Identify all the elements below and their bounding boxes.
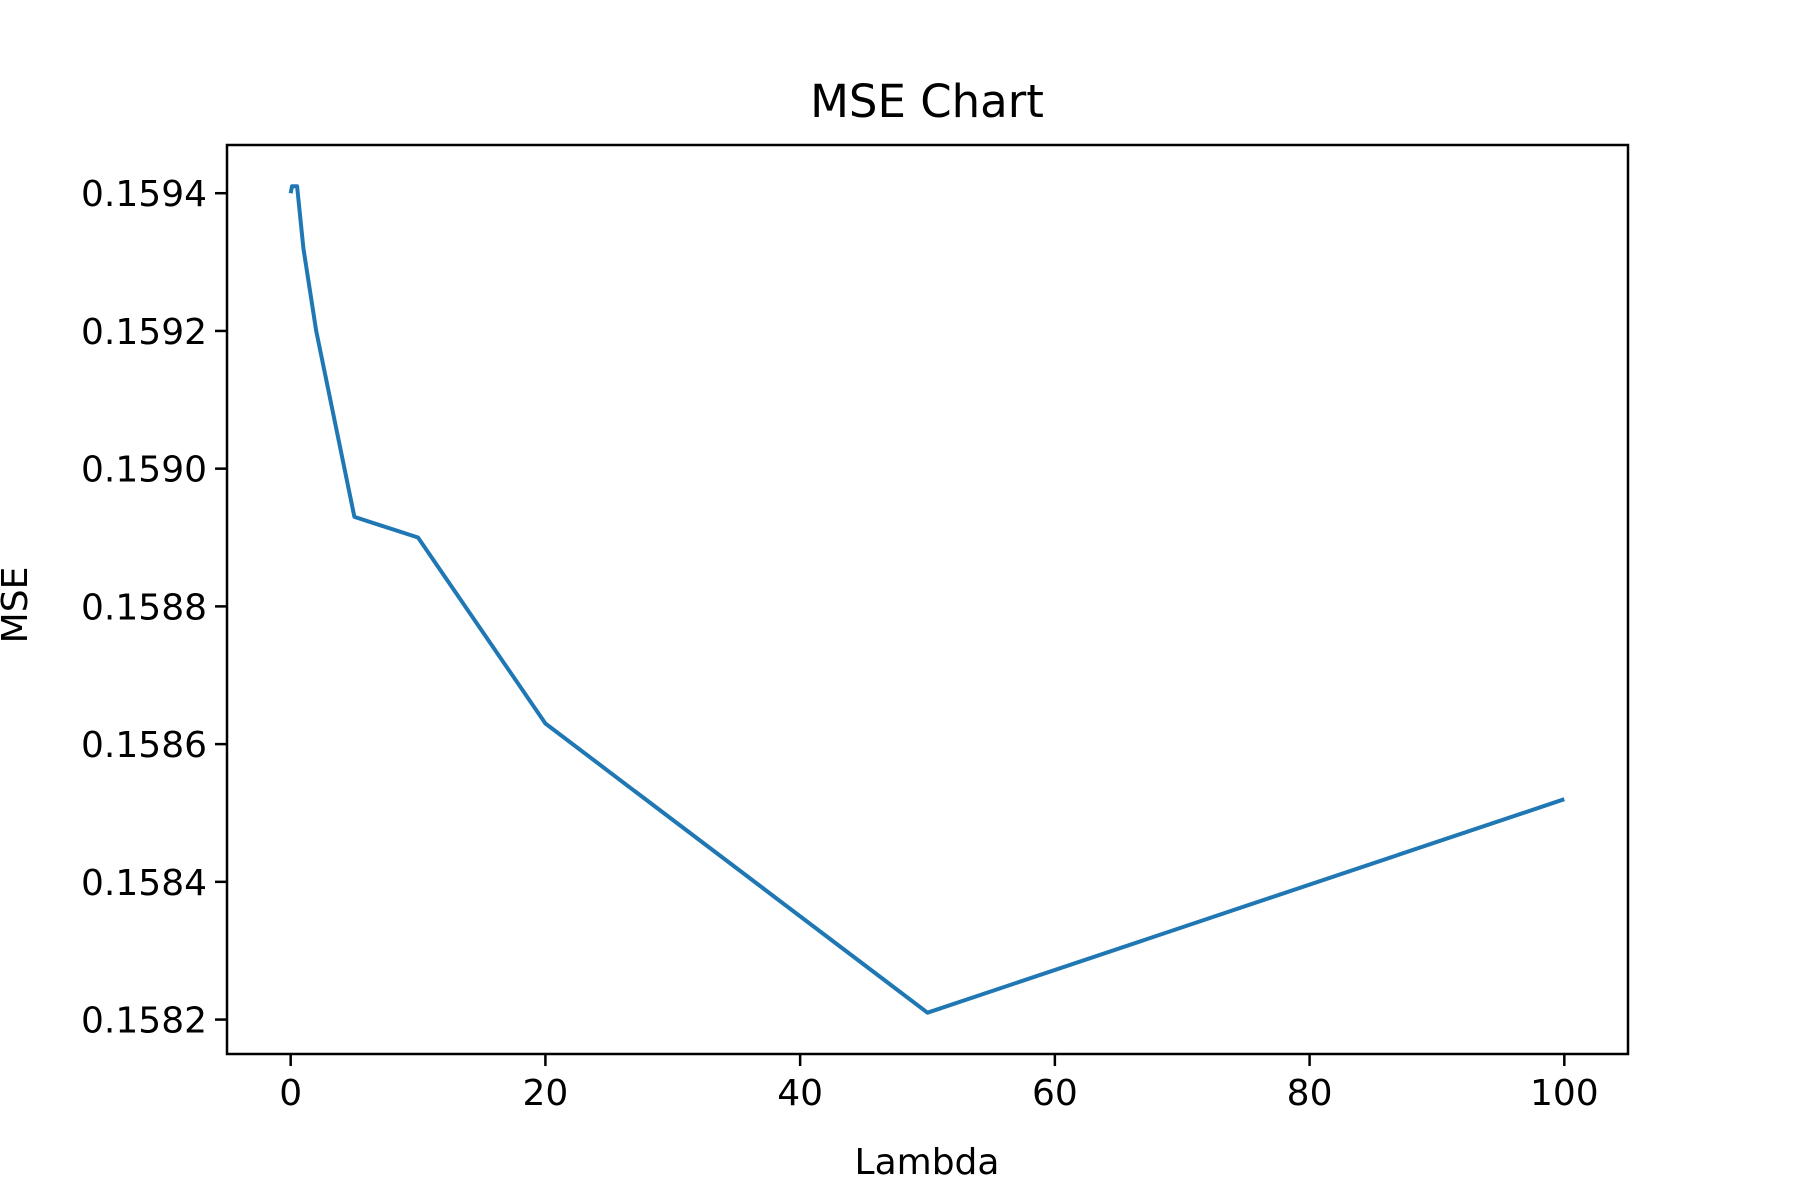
y-tick-label: 0.1588 <box>81 587 207 628</box>
series-line <box>288 184 1565 1015</box>
y-tick-label: 0.1594 <box>81 174 207 215</box>
y-tick-label: 0.1590 <box>81 450 207 491</box>
y-axis: 0.1582 0.1584 0.1586 0.1588 0.1590 0.1592 0.15… <box>81 174 227 1042</box>
y-axis-label: MSE <box>0 567 36 644</box>
y-tick-label: 0.1586 <box>81 725 207 766</box>
x-tick-label: 0 <box>279 1073 302 1114</box>
y-tick-label: 0.1582 <box>81 1001 207 1042</box>
plot-frame <box>225 143 1630 1056</box>
x-tick-label: 100 <box>1530 1073 1599 1114</box>
x-tick-label: 60 <box>1032 1073 1078 1114</box>
y-tick-label: 0.1584 <box>81 863 207 904</box>
series-layer <box>288 184 1565 1015</box>
x-tick-label: 40 <box>777 1073 823 1114</box>
x-axis: 0 20 40 60 80 100 <box>279 1054 1599 1114</box>
y-tick-label: 0.1592 <box>81 312 207 353</box>
x-axis-label: Lambda <box>855 1142 1000 1183</box>
x-tick-label: 20 <box>523 1073 569 1114</box>
chart-title: MSE Chart <box>810 75 1044 128</box>
x-tick-label: 80 <box>1287 1073 1333 1114</box>
